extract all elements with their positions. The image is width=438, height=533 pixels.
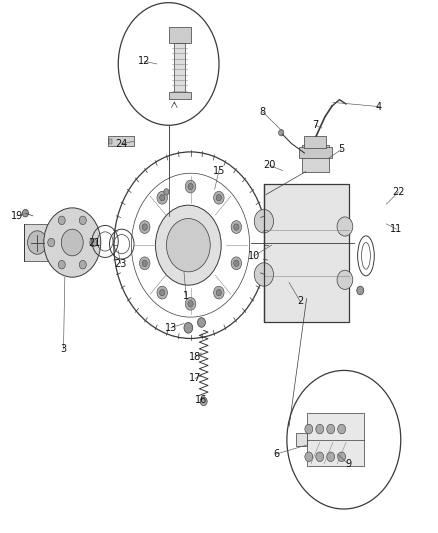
Bar bbox=[296, 433, 307, 446]
Bar bbox=[109, 139, 112, 144]
Bar bbox=[299, 147, 332, 158]
Text: 21: 21 bbox=[88, 238, 100, 247]
Circle shape bbox=[216, 289, 222, 296]
Text: 6: 6 bbox=[273, 449, 279, 459]
Circle shape bbox=[254, 209, 273, 233]
Circle shape bbox=[214, 286, 224, 299]
Circle shape bbox=[184, 322, 193, 333]
Circle shape bbox=[188, 301, 193, 307]
Text: 11: 11 bbox=[390, 224, 403, 234]
Circle shape bbox=[61, 229, 83, 256]
Circle shape bbox=[159, 289, 165, 296]
Circle shape bbox=[90, 238, 97, 247]
Bar bbox=[169, 27, 191, 43]
Circle shape bbox=[305, 424, 313, 434]
Circle shape bbox=[200, 397, 207, 406]
Text: 24: 24 bbox=[116, 139, 128, 149]
Text: 5: 5 bbox=[339, 144, 345, 154]
Circle shape bbox=[316, 424, 324, 434]
Bar bbox=[24, 224, 72, 261]
Text: 18: 18 bbox=[189, 352, 201, 362]
Circle shape bbox=[79, 261, 86, 269]
Circle shape bbox=[58, 261, 65, 269]
FancyBboxPatch shape bbox=[108, 136, 134, 146]
Bar bbox=[304, 136, 326, 148]
Circle shape bbox=[79, 216, 86, 224]
Circle shape bbox=[198, 318, 205, 327]
Circle shape bbox=[159, 195, 165, 201]
Circle shape bbox=[139, 221, 150, 233]
Bar bbox=[307, 413, 364, 466]
Text: 15: 15 bbox=[213, 166, 225, 175]
Circle shape bbox=[234, 260, 239, 266]
Circle shape bbox=[157, 191, 167, 204]
Circle shape bbox=[338, 452, 346, 462]
Circle shape bbox=[155, 205, 221, 285]
Text: 4: 4 bbox=[376, 102, 382, 111]
Circle shape bbox=[185, 297, 196, 310]
Circle shape bbox=[28, 231, 47, 254]
Bar bbox=[302, 145, 328, 172]
Text: 17: 17 bbox=[189, 374, 201, 383]
Circle shape bbox=[188, 183, 193, 190]
Circle shape bbox=[338, 424, 346, 434]
Circle shape bbox=[22, 209, 28, 217]
Text: 19: 19 bbox=[11, 211, 23, 221]
Circle shape bbox=[234, 224, 239, 230]
Text: 9: 9 bbox=[345, 459, 351, 469]
Text: 12: 12 bbox=[138, 56, 151, 66]
Circle shape bbox=[357, 286, 364, 295]
Text: 2: 2 bbox=[297, 296, 303, 306]
Circle shape bbox=[216, 195, 222, 201]
Circle shape bbox=[157, 286, 167, 299]
Circle shape bbox=[48, 238, 55, 247]
Circle shape bbox=[231, 221, 242, 233]
Circle shape bbox=[327, 452, 335, 462]
Text: 22: 22 bbox=[392, 187, 405, 197]
Circle shape bbox=[327, 424, 335, 434]
Text: 13: 13 bbox=[165, 323, 177, 333]
Circle shape bbox=[337, 270, 353, 289]
Text: 3: 3 bbox=[60, 344, 67, 354]
Text: 1: 1 bbox=[183, 291, 189, 301]
Bar bbox=[174, 43, 185, 93]
Circle shape bbox=[337, 217, 353, 236]
Circle shape bbox=[279, 130, 284, 136]
Circle shape bbox=[58, 216, 65, 224]
Circle shape bbox=[316, 452, 324, 462]
Circle shape bbox=[44, 208, 101, 277]
Circle shape bbox=[185, 180, 196, 193]
Bar bbox=[169, 92, 191, 99]
Circle shape bbox=[164, 189, 169, 195]
Text: 23: 23 bbox=[114, 259, 127, 269]
Circle shape bbox=[305, 452, 313, 462]
Circle shape bbox=[142, 224, 147, 230]
Text: 7: 7 bbox=[312, 120, 318, 130]
Text: 16: 16 bbox=[195, 395, 208, 405]
Circle shape bbox=[139, 257, 150, 270]
Circle shape bbox=[214, 191, 224, 204]
Circle shape bbox=[142, 260, 147, 266]
Circle shape bbox=[166, 219, 210, 272]
Circle shape bbox=[231, 257, 242, 270]
Text: 20: 20 bbox=[263, 160, 276, 170]
Text: 8: 8 bbox=[260, 107, 266, 117]
Circle shape bbox=[254, 263, 273, 286]
FancyBboxPatch shape bbox=[264, 184, 349, 322]
Text: 10: 10 bbox=[248, 251, 260, 261]
